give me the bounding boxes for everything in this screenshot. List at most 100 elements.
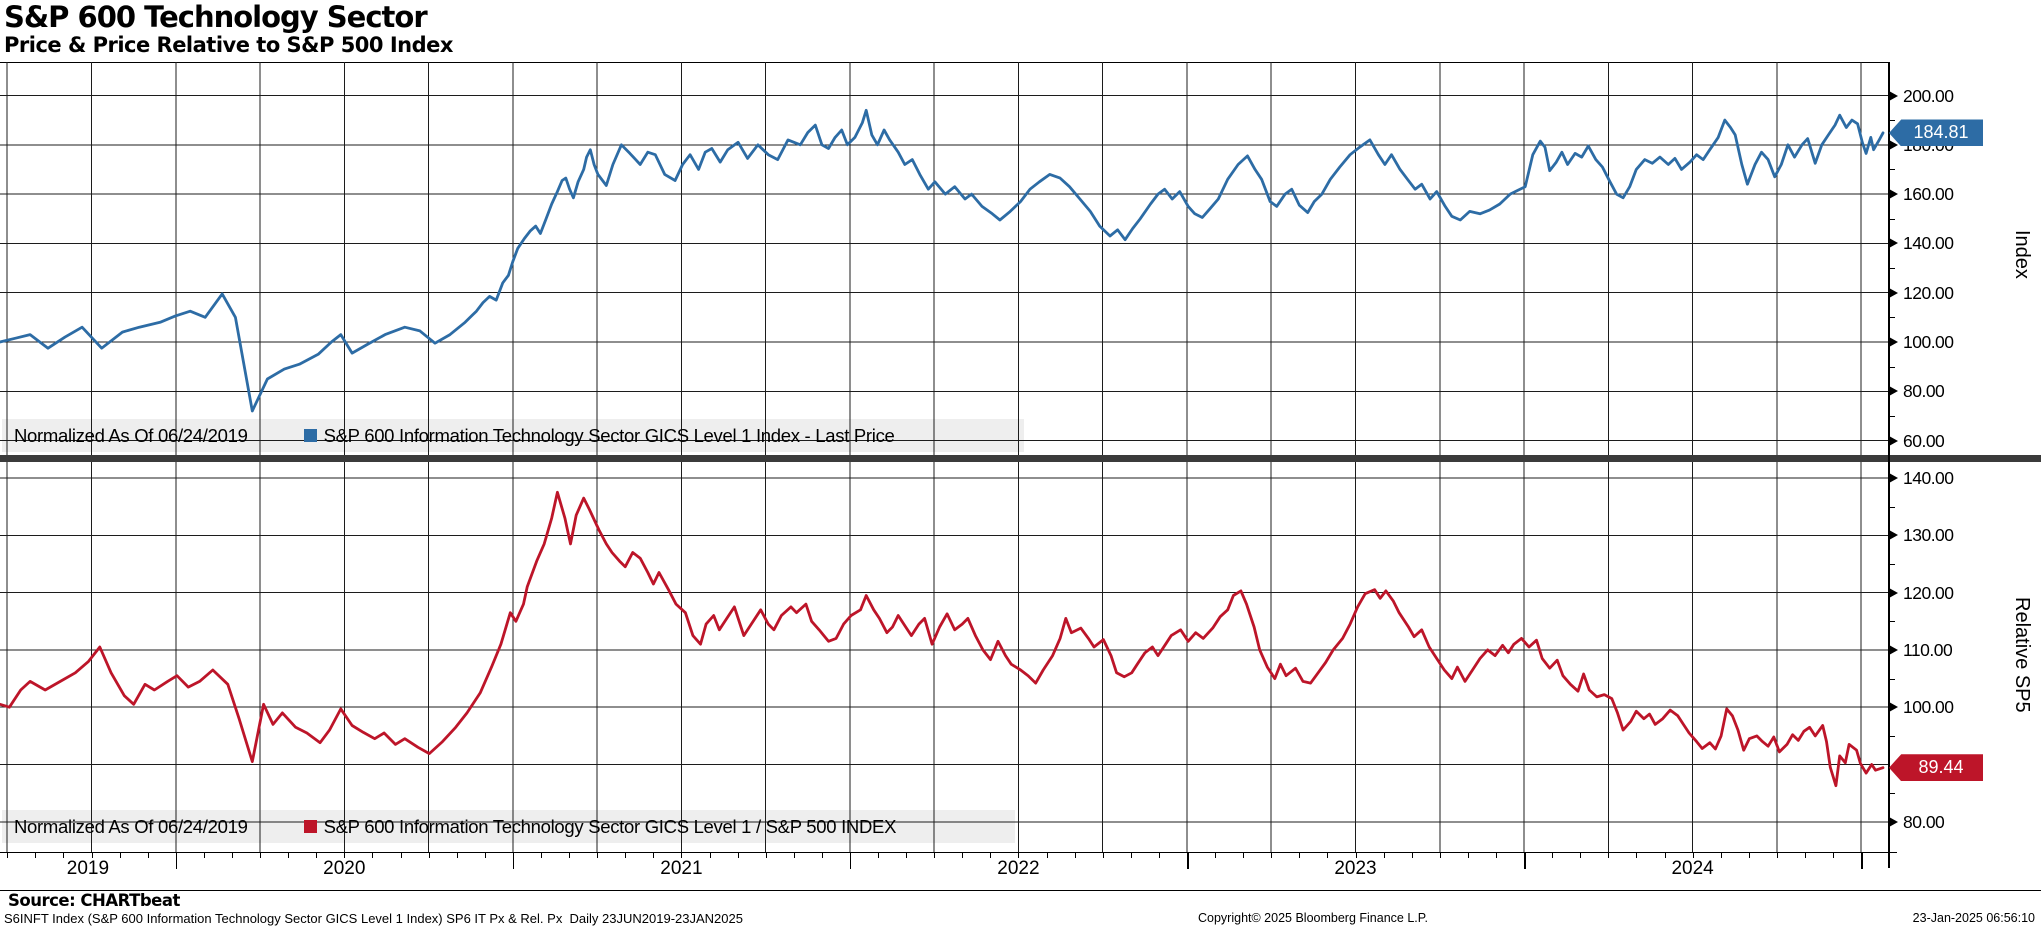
y-tick-label: 80.00 [1903,811,1945,832]
page-title: S&P 600 Technology Sector [4,0,428,34]
month-tick [1608,852,1610,858]
bottom-legend-normalized-label: Normalized As Of 06/24/2019 [14,815,248,837]
month-tick [1327,852,1329,858]
month-tick [203,852,205,858]
y-tick-label: 120.00 [1903,282,1954,303]
month-tick [1748,852,1750,858]
bottom-plot-border [0,852,1897,853]
y-tick-label: 140.00 [1903,468,1954,488]
month-tick [625,852,627,858]
y-minor-tick [1888,415,1895,417]
month-tick [569,852,570,858]
month-tick [147,852,149,858]
y-tick-label: 100.00 [1903,697,1954,718]
y-tick-label: 100.00 [1903,332,1954,352]
month-tick [737,852,739,858]
y-minor-tick [1888,563,1895,565]
month-tick [428,852,430,858]
y-tick-label: 80.00 [1903,381,1945,402]
panel-top-svg [0,62,1888,455]
y-tick-label: 120.00 [1903,582,1954,603]
y-minor-tick [1888,506,1895,508]
month-tick [1720,852,1722,858]
year-label-2019: 2019 [66,858,110,879]
month-tick [372,852,374,858]
month-tick [1580,852,1582,858]
year-boundary-tick [1861,852,1863,869]
y-tick-arrow-icon [1889,644,1898,655]
month-tick [1552,852,1554,858]
y-tick-label: 130.00 [1903,525,1954,546]
y-tick-label: 140.00 [1903,233,1954,254]
y-tick-arrow-icon [1889,587,1898,598]
top-series-swatch-icon [303,429,317,442]
month-tick [316,852,318,858]
top-legend-normalized-label: Normalized As Of 06/24/2019 [14,424,248,446]
y-tick-label: 60.00 [1903,430,1945,451]
y-minor-tick [1888,366,1895,368]
month-tick [906,852,908,858]
month-tick [1804,852,1806,858]
bottom-axis-title: Relative SP5 [2011,597,2033,713]
y-minor-tick [1888,268,1895,270]
y-tick-label: 160.00 [1903,184,1954,205]
y-minor-tick [1888,735,1895,737]
month-tick [63,852,65,858]
month-tick [1299,852,1301,858]
month-tick [35,852,37,858]
month-tick [1383,852,1385,858]
y-tick-label: 200.00 [1903,85,1954,106]
month-tick [1664,852,1666,858]
y-tick-arrow-icon [1889,238,1898,249]
year-label-2023: 2023 [1334,858,1377,879]
year-label-2024: 2024 [1671,858,1714,879]
month-tick [1074,852,1076,858]
month-tick [653,852,655,858]
month-tick [1467,852,1469,858]
y-tick-arrow-icon [1889,702,1898,713]
month-tick [91,852,93,858]
y-tick-label: 110.00 [1903,639,1953,660]
month-tick [484,852,486,858]
bottom-legend: Normalized As Of 06/24/2019 S&P 600 Info… [14,810,896,843]
month-tick [231,852,233,858]
panel-bottom-svg [0,462,1888,852]
month-tick [765,852,767,858]
year-boundary-tick [1187,852,1189,869]
month-tick [260,852,261,858]
top-axis-title: Index [2011,230,2033,279]
year-label-2020: 2020 [323,858,366,879]
month-tick [962,852,964,858]
y-tick-arrow-icon [1889,189,1898,200]
month-tick [1411,852,1413,858]
top-price-panel [0,62,1888,455]
month-tick [1833,852,1834,858]
y-tick-arrow-icon [1889,530,1898,541]
month-tick [1636,852,1638,858]
bottom-series-swatch-icon [303,820,317,833]
gridlines [0,462,1888,852]
panel-top-price-line [0,108,1885,413]
year-boundary-tick [849,852,852,869]
month-tick [1496,852,1497,858]
month-tick [456,852,458,858]
panel-bottom-price-line [0,490,1885,788]
month-tick [934,852,936,858]
y-tick-arrow-icon [1889,816,1898,827]
month-tick [288,852,290,858]
month-tick [1102,852,1104,858]
panel-top-last-price-badge: 184.81 [1889,119,1983,147]
month-tick [1439,852,1441,858]
y-tick-arrow-icon [1889,386,1898,397]
month-tick [344,852,346,858]
x-axis: 2019 2020 2021 2022 2023 2024 [0,852,2041,890]
year-boundary-tick [1524,852,1526,869]
year-label-2021: 2021 [660,858,703,879]
gridlines [0,62,1888,455]
month-tick [1046,852,1048,858]
y-tick-arrow-icon [1889,435,1898,446]
month-tick [7,852,9,858]
month-tick [821,852,823,858]
month-tick [1158,852,1160,858]
